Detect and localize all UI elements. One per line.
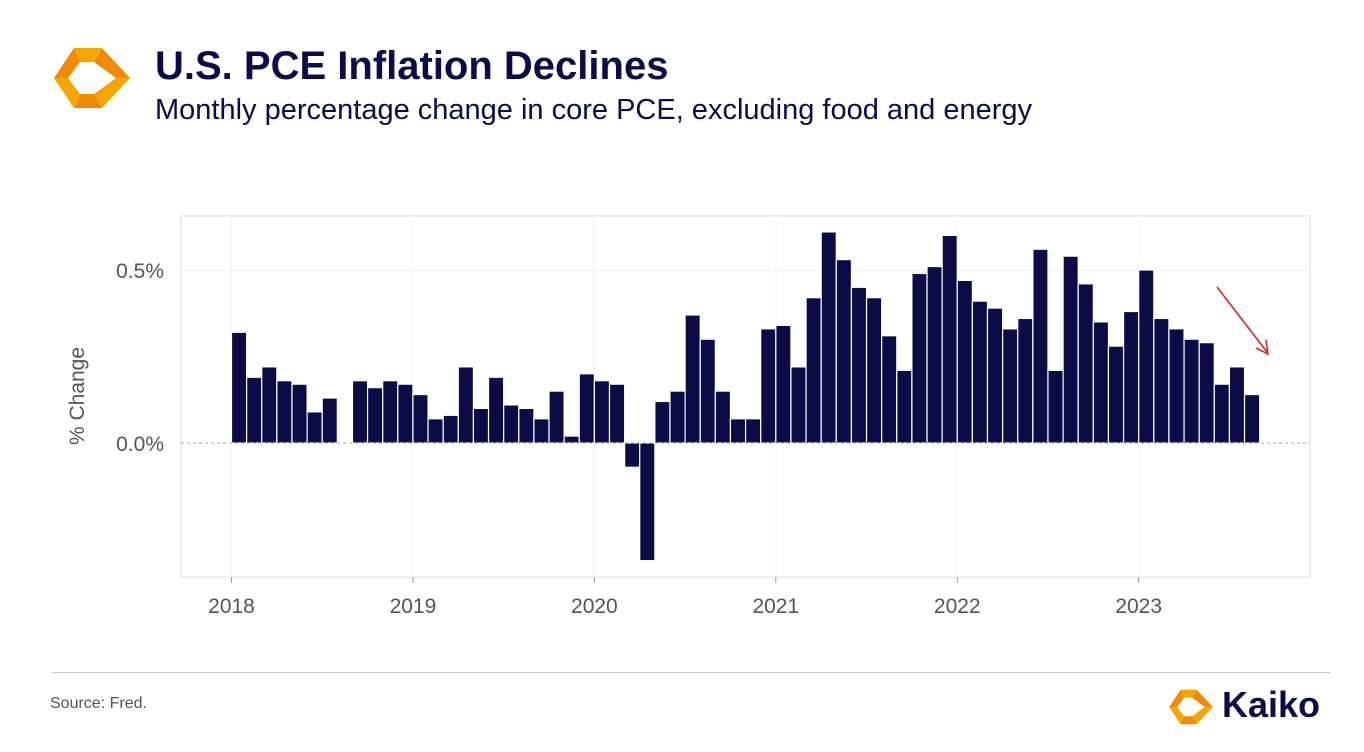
bar [472,407,490,444]
x-axis-ticks: 2018 2019 2020 2021 2022 2023 [208,577,1162,618]
y-tick-label: 0.5% [116,260,164,283]
bar [1243,393,1261,444]
bar [669,390,686,444]
bar [457,366,475,444]
bar [261,366,278,444]
bar [835,259,853,444]
bar [684,314,701,444]
bar [714,390,732,444]
kaiko-brand-icon [1169,689,1213,725]
bar [729,418,747,444]
bar [850,286,868,444]
bar [366,387,384,444]
bar [760,328,777,444]
bar [382,380,399,444]
bar [306,411,323,444]
bar [956,279,973,444]
bar [1122,310,1140,444]
bar [1062,255,1079,444]
bar [1153,317,1170,444]
chart-title: U.S. PCE Inflation Declines [155,44,669,88]
bar [744,418,762,444]
bar [593,380,611,444]
bar [639,442,656,562]
bar-chart: 0.0% 0.5% 2018 2019 2020 2021 2022 2023 % Chan… [66,215,1311,618]
bar [1092,321,1110,444]
bar [775,324,792,444]
bar [518,407,535,444]
bar [926,265,943,444]
bar [578,373,595,444]
x-tick-label: 2022 [934,595,981,618]
bar [291,383,308,444]
bar [442,414,459,444]
bar [608,383,626,444]
bar [896,369,913,444]
arrow-head [1255,339,1270,356]
bar [487,376,505,444]
bar [1077,283,1094,444]
bar [1017,317,1034,444]
bar [699,338,716,444]
bar [820,231,837,444]
bar [1183,338,1200,444]
bar [654,400,671,444]
x-tick-label: 2018 [208,595,255,618]
bar [911,272,928,444]
bar [1168,328,1185,444]
source-note: Source: Fred. [50,695,147,712]
bar [971,300,989,444]
bar [563,435,580,444]
bars [230,231,1261,562]
footer-divider [52,672,1330,673]
y-axis-label: % Change [66,347,89,445]
bar [427,418,444,444]
bar [1138,269,1155,444]
bar [790,366,807,444]
x-tick-label: 2023 [1115,595,1162,618]
bar [1213,383,1231,444]
bar [941,234,958,444]
bar [624,442,641,468]
bar [1198,342,1215,444]
bar [246,376,263,444]
bar [1047,369,1064,444]
x-tick-label: 2021 [752,595,799,618]
bar [230,331,248,444]
brand-name: Kaiko [1222,684,1321,725]
x-tick-label: 2020 [571,595,618,618]
bar [986,307,1004,444]
bar [881,335,898,444]
y-tick-label: 0.0% [116,433,164,456]
bar [397,383,414,444]
bar [351,380,369,444]
arrow-shaft [1216,286,1268,353]
bar [276,380,293,444]
trend-arrow [1216,286,1270,356]
chart-subtitle: Monthly percentage change in core PCE, e… [155,94,1033,126]
y-axis-ticks: 0.0% 0.5% [116,260,164,456]
bar [1228,366,1246,444]
bar [503,404,520,444]
bar [865,297,883,444]
x-tick-label: 2019 [390,595,437,618]
bar [533,418,550,444]
bar [1002,328,1019,444]
bar [1107,345,1125,444]
brand-logo: Kaiko [1168,680,1338,732]
bar [1032,248,1049,444]
bar [805,297,822,444]
bar [412,393,429,444]
bar [548,390,565,444]
bar [321,397,338,444]
kaiko-logo-icon [54,48,130,108]
